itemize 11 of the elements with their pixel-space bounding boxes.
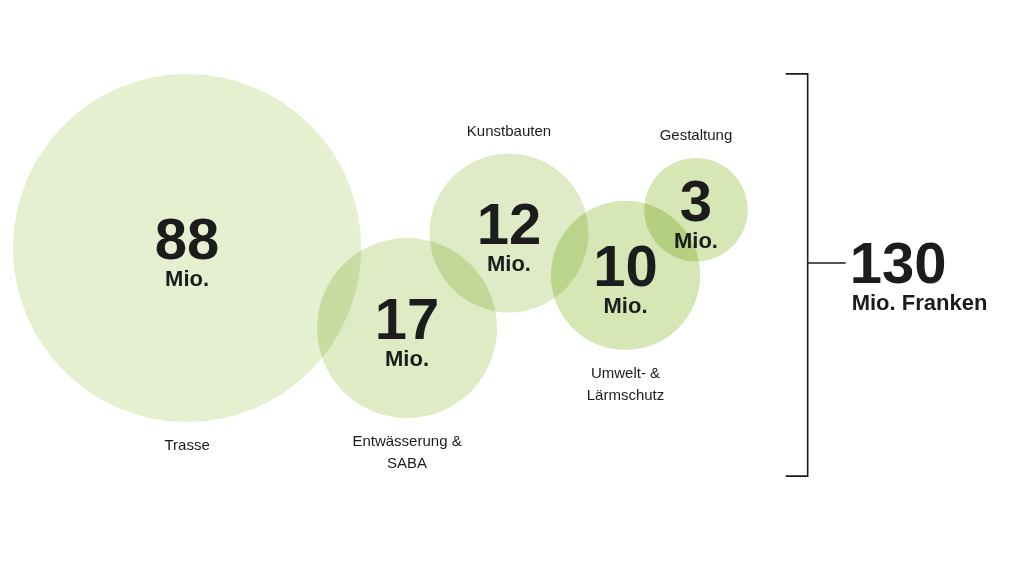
data-label: 17 Mio. <box>374 286 440 372</box>
data-label: 10 Mio. <box>593 233 658 319</box>
data-label: 88 Mio. <box>154 206 220 291</box>
category-label: Kunstbauten <box>466 121 552 139</box>
category-label: Entwässerung & SABA <box>352 432 462 472</box>
category-label: Umwelt- & Lärmschutz <box>586 364 665 403</box>
text: 130 Mio. Franken <box>849 230 988 315</box>
category-label: Trasse <box>164 436 210 454</box>
category-label: Gestaltung <box>659 126 733 144</box>
data-label: 12 Mio. <box>476 190 542 276</box>
data-label: 3 Mio. <box>673 167 718 253</box>
